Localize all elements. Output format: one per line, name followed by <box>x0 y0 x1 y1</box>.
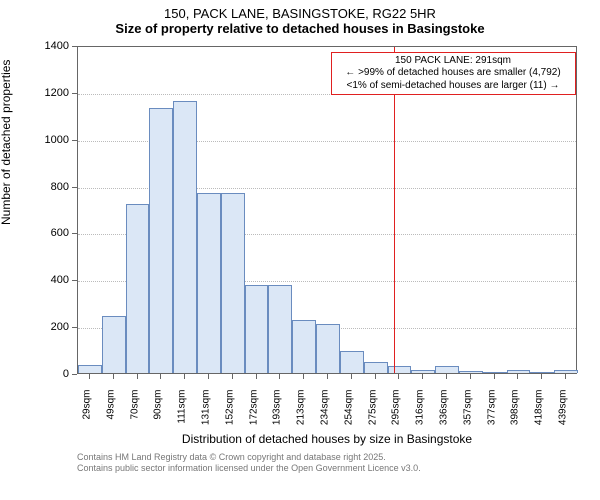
x-tick-label: 254sqm <box>343 390 354 440</box>
histogram-bar <box>340 351 364 373</box>
x-tick-mark <box>137 374 138 379</box>
x-tick-mark <box>184 374 185 379</box>
histogram-bar <box>197 193 221 373</box>
annotation-line: ← >99% of detached houses are smaller (4… <box>336 67 571 80</box>
attribution-line2: Contains public sector information licen… <box>77 463 421 473</box>
x-tick-label: 357sqm <box>462 390 473 440</box>
x-tick-mark <box>446 374 447 379</box>
x-tick-label: 439sqm <box>558 390 569 440</box>
histogram-bar <box>316 324 340 373</box>
x-tick-label: 49sqm <box>105 390 116 440</box>
x-tick-label: 70sqm <box>129 390 140 440</box>
x-tick-label: 111sqm <box>177 390 188 440</box>
histogram-bar <box>411 370 435 374</box>
x-tick-mark <box>303 374 304 379</box>
x-tick-label: 131sqm <box>200 390 211 440</box>
x-tick-label: 295sqm <box>391 390 402 440</box>
y-tick-label: 400 <box>0 274 69 286</box>
x-tick-label: 29sqm <box>81 390 92 440</box>
y-tick-mark <box>72 46 77 47</box>
y-tick-mark <box>72 187 77 188</box>
x-tick-label: 377sqm <box>486 390 497 440</box>
x-tick-mark <box>517 374 518 379</box>
x-tick-label: 275sqm <box>367 390 378 440</box>
y-tick-label: 0 <box>0 368 69 380</box>
x-tick-mark <box>279 374 280 379</box>
x-tick-label: 234sqm <box>320 390 331 440</box>
x-tick-mark <box>565 374 566 379</box>
attribution-line1: Contains HM Land Registry data © Crown c… <box>77 452 386 462</box>
title-description: Size of property relative to detached ho… <box>0 21 600 36</box>
annotation-box: 150 PACK LANE: 291sqm← >99% of detached … <box>331 52 576 96</box>
y-tick-label: 1000 <box>0 134 69 146</box>
histogram-bar <box>78 365 102 373</box>
plot-area: 150 PACK LANE: 291sqm← >99% of detached … <box>77 46 577 374</box>
x-tick-label: 418sqm <box>534 390 545 440</box>
histogram-bar <box>435 366 459 373</box>
chart-container: 150, PACK LANE, BASINGSTOKE, RG22 5HR Si… <box>0 0 600 500</box>
x-tick-mark <box>89 374 90 379</box>
x-tick-mark <box>256 374 257 379</box>
annotation-line: <1% of semi-detached houses are larger (… <box>336 80 571 93</box>
x-tick-mark <box>113 374 114 379</box>
histogram-bar <box>173 101 197 373</box>
y-tick-mark <box>72 327 77 328</box>
histogram-bar <box>459 371 483 373</box>
x-tick-label: 398sqm <box>510 390 521 440</box>
y-tick-mark <box>72 233 77 234</box>
histogram-bar <box>149 108 173 373</box>
x-tick-mark <box>208 374 209 379</box>
x-tick-mark <box>375 374 376 379</box>
histogram-bar <box>530 372 554 373</box>
y-tick-label: 1200 <box>0 87 69 99</box>
y-tick-label: 1400 <box>0 40 69 52</box>
title-block: 150, PACK LANE, BASINGSTOKE, RG22 5HR Si… <box>0 6 600 36</box>
histogram-bar <box>554 370 578 374</box>
y-tick-label: 800 <box>0 181 69 193</box>
histogram-bar <box>292 320 316 373</box>
y-tick-label: 200 <box>0 321 69 333</box>
x-tick-mark <box>541 374 542 379</box>
x-tick-label: 316sqm <box>415 390 426 440</box>
x-tick-label: 172sqm <box>248 390 259 440</box>
annotation-line: 150 PACK LANE: 291sqm <box>336 55 571 68</box>
x-tick-label: 213sqm <box>296 390 307 440</box>
y-tick-mark <box>72 140 77 141</box>
x-tick-mark <box>232 374 233 379</box>
x-tick-mark <box>470 374 471 379</box>
x-tick-mark <box>494 374 495 379</box>
y-tick-mark <box>72 374 77 375</box>
histogram-bar <box>364 362 388 373</box>
x-tick-label: 336sqm <box>439 390 450 440</box>
histogram-bar <box>102 316 126 373</box>
histogram-bar <box>388 366 412 373</box>
x-tick-mark <box>422 374 423 379</box>
histogram-bar <box>245 285 269 373</box>
x-tick-label: 90sqm <box>153 390 164 440</box>
x-tick-mark <box>398 374 399 379</box>
x-tick-label: 193sqm <box>272 390 283 440</box>
x-tick-mark <box>160 374 161 379</box>
x-tick-mark <box>327 374 328 379</box>
histogram-bar <box>126 204 150 373</box>
y-tick-label: 600 <box>0 227 69 239</box>
x-tick-mark <box>351 374 352 379</box>
histogram-bar <box>221 193 245 373</box>
histogram-bar <box>483 372 507 373</box>
title-address: 150, PACK LANE, BASINGSTOKE, RG22 5HR <box>0 6 600 21</box>
property-marker-line <box>394 47 395 373</box>
y-tick-mark <box>72 93 77 94</box>
x-tick-label: 152sqm <box>224 390 235 440</box>
histogram-bar <box>268 285 292 373</box>
histogram-bar <box>507 370 531 374</box>
y-tick-mark <box>72 280 77 281</box>
y-axis-label: Number of detached properties <box>0 209 13 225</box>
